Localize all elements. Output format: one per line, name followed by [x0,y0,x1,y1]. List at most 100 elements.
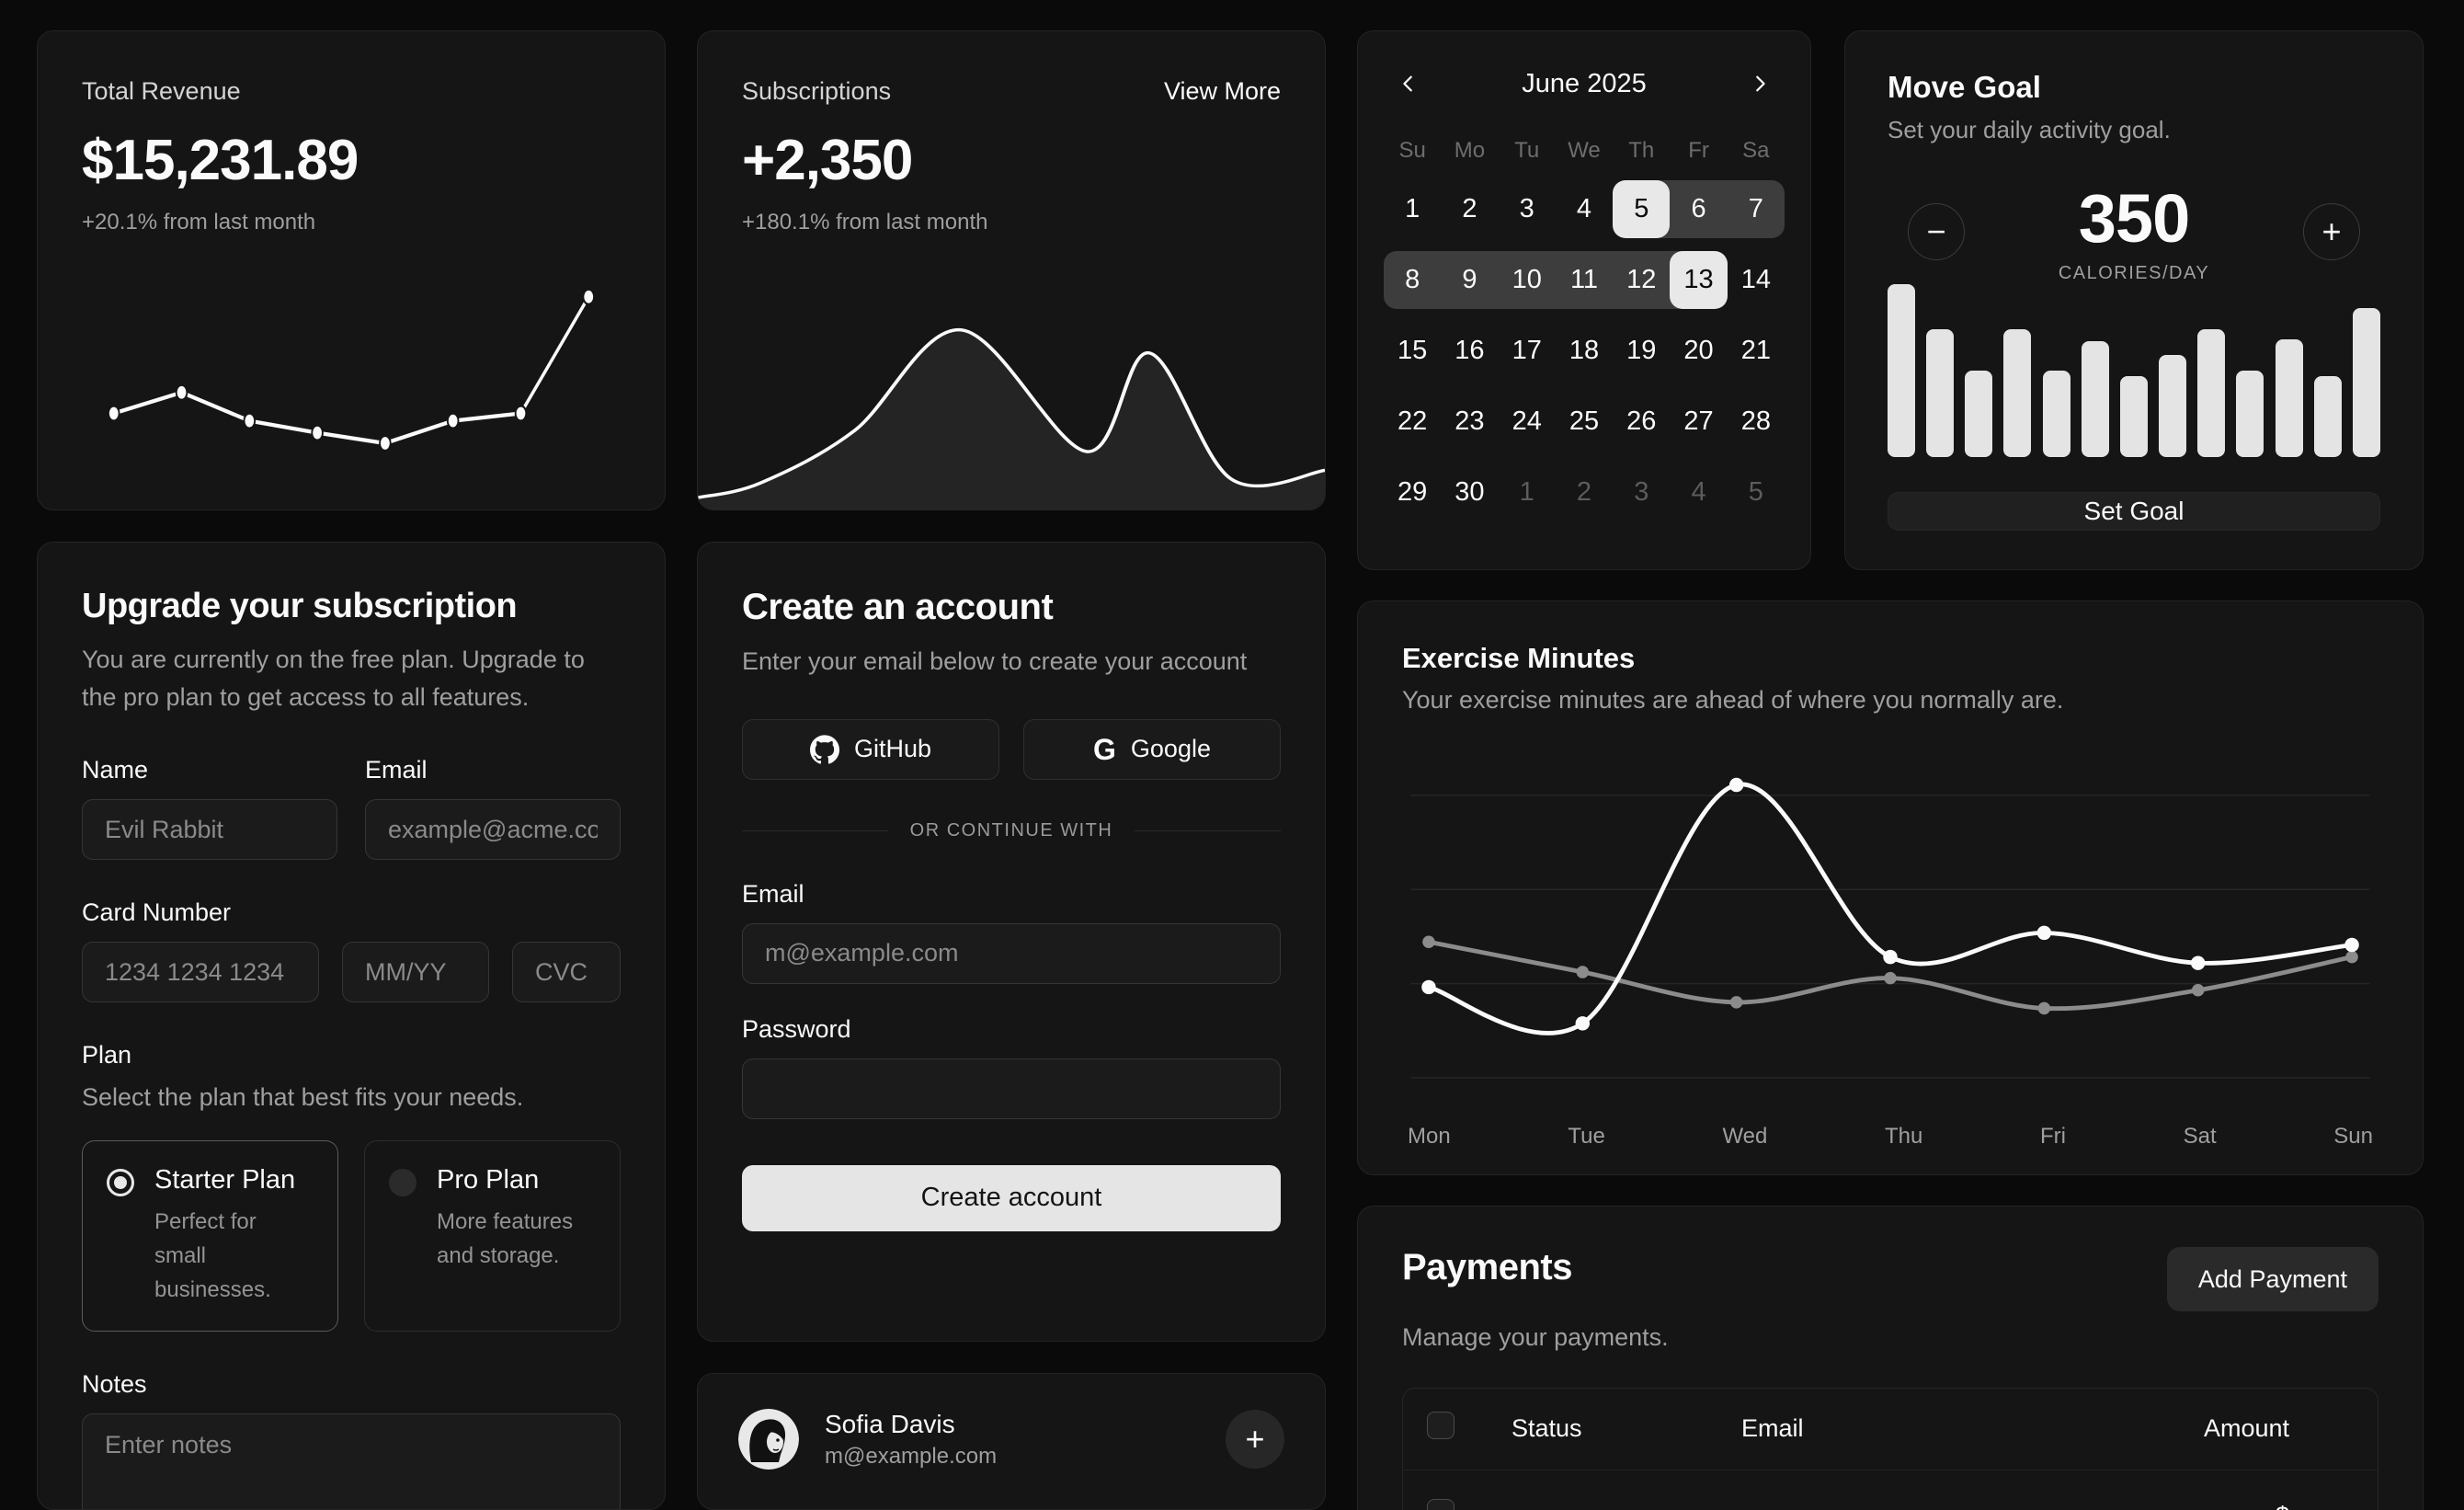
calendar-day[interactable]: 30 [1454,477,1485,507]
calendar-day[interactable]: 27 [1683,406,1714,436]
activity-bar [1965,371,1993,457]
radio-unselected-icon[interactable] [389,1168,416,1196]
calendar-day[interactable]: 7 [1727,180,1785,238]
dashboard: Total Revenue $15,231.89 +20.1% from las… [37,30,2427,1510]
calendar-day[interactable]: 20 [1683,336,1714,365]
github-icon [809,734,839,764]
calendar-day[interactable]: 2 [1576,477,1592,507]
plan-description: Select the plan that best fits your need… [82,1083,524,1111]
calendar-day[interactable]: 28 [1740,406,1771,436]
calendar-day[interactable]: 1 [1519,477,1534,507]
calendar-day[interactable]: 1 [1405,194,1420,223]
x-axis-label: Sat [2183,1124,2217,1150]
calendar-day[interactable]: 14 [1740,265,1771,294]
calendar-day[interactable]: 4 [1576,194,1592,223]
card-number-field[interactable] [82,942,319,1002]
calendar-day[interactable]: 8 [1384,251,1442,309]
create-account-button[interactable]: Create account [742,1164,1281,1231]
calendar-day[interactable]: 24 [1511,406,1542,436]
decrease-goal-button[interactable]: − [1908,203,1965,260]
weekday-label: Tu [1514,138,1540,163]
card-expiry-field[interactable] [342,942,489,1002]
plan-option-starter[interactable]: Starter Plan Perfect for small businesse… [82,1139,338,1333]
calendar-next-button[interactable] [1739,63,1781,105]
calendar-day[interactable]: 16 [1454,336,1485,365]
radio-selected-icon[interactable] [107,1168,134,1196]
revenue-line-chart [82,280,621,509]
activity-bar [2003,328,2032,457]
minus-icon: − [1926,212,1946,250]
payments-table-row: $ [1403,1469,2378,1510]
exercise-title: Exercise Minutes [1402,642,1636,674]
signup-password-field[interactable] [742,1058,1281,1119]
calendar-day[interactable]: 23 [1454,406,1485,436]
x-axis-label: Wed [1722,1124,1768,1150]
calendar-day[interactable]: 25 [1569,406,1600,436]
total-revenue-label: Total Revenue [82,77,241,105]
calendar-day[interactable]: 4 [1691,477,1706,507]
calendar-month-label: June 2025 [1522,69,1647,98]
calendar-day[interactable]: 22 [1397,406,1428,436]
calendar-day[interactable]: 11 [1555,251,1614,309]
amount-column-header: Amount [2203,1414,2289,1442]
calendar-day[interactable]: 2 [1462,194,1477,223]
team-member-name: Sofia Davis [825,1409,955,1438]
calendar-day[interactable]: 19 [1626,336,1657,365]
status-column-header: Status [1511,1414,1582,1442]
calendar-day[interactable]: 3 [1634,477,1649,507]
email-field[interactable] [365,799,621,860]
plan-option-pro[interactable]: Pro Plan More features and storage. [364,1139,621,1333]
subscriptions-card: Subscriptions View More +2,350 +180.1% f… [697,30,1326,510]
calendar-weekday-row: Su Mo Tu We Th Fr Sa [1384,138,1785,164]
activity-bar [2197,328,2226,457]
calendar-day[interactable]: 9 [1441,251,1499,309]
activity-bar [2313,375,2342,457]
add-payment-button[interactable]: Add Payment [2166,1247,2378,1311]
plan-label: Plan [82,1041,132,1069]
add-member-button[interactable]: + [1226,1410,1284,1469]
chevron-left-icon [1403,75,1412,92]
calendar-day[interactable]: 29 [1397,477,1428,507]
move-goal-card: Move Goal Set your daily activity goal. … [1844,30,2424,570]
card-cvc-field[interactable] [512,942,621,1002]
plan-starter-desc: Perfect for small businesses. [154,1208,271,1302]
activity-bar [2275,339,2303,457]
subscriptions-delta: +180.1% from last month [742,210,988,235]
view-more-button[interactable]: View More [1163,77,1281,105]
calendar-day[interactable]: 6 [1670,180,1728,238]
calendar-day[interactable]: 26 [1626,406,1657,436]
calendar-day[interactable]: 17 [1511,336,1542,365]
signup-email-field[interactable] [742,922,1281,984]
name-field[interactable] [82,799,337,860]
set-goal-button[interactable]: Set Goal [1888,492,2380,531]
total-revenue-value: $15,231.89 [82,129,359,192]
calendar-day[interactable]: 13 [1670,251,1728,309]
calendar-day[interactable]: 5 [1748,477,1763,507]
plan-pro-desc: More features and storage. [437,1208,574,1268]
weekday-label: Sa [1742,138,1770,163]
card-number-label: Card Number [82,898,232,926]
subscriptions-area-chart [698,280,1325,509]
calendar-day[interactable]: 21 [1740,336,1771,365]
notes-label: Notes [82,1370,147,1399]
activity-bar [2236,371,2264,457]
calendar-day[interactable]: 15 [1397,336,1428,365]
calendar-prev-button[interactable] [1387,63,1430,105]
or-continue-divider: OR CONTINUE WITH [742,820,1281,841]
calendar-day[interactable]: 5 [1613,180,1671,238]
activity-bar [2119,375,2148,457]
total-revenue-delta: +20.1% from last month [82,210,316,235]
increase-goal-button[interactable]: + [2303,203,2360,260]
notes-field[interactable] [82,1413,621,1509]
calendar-day[interactable]: 10 [1498,251,1556,309]
row-checkbox[interactable] [1427,1498,1454,1510]
select-all-checkbox[interactable] [1427,1412,1454,1439]
calendar-day[interactable]: 3 [1519,194,1534,223]
calendar-day[interactable]: 12 [1613,251,1671,309]
github-button[interactable]: GitHub [742,718,999,780]
calendar-day[interactable]: 18 [1569,336,1600,365]
google-button[interactable]: G Google [1023,718,1281,780]
team-member-email: m@example.com [825,1443,998,1469]
create-account-card: Create an account Enter your email below… [697,542,1326,1342]
